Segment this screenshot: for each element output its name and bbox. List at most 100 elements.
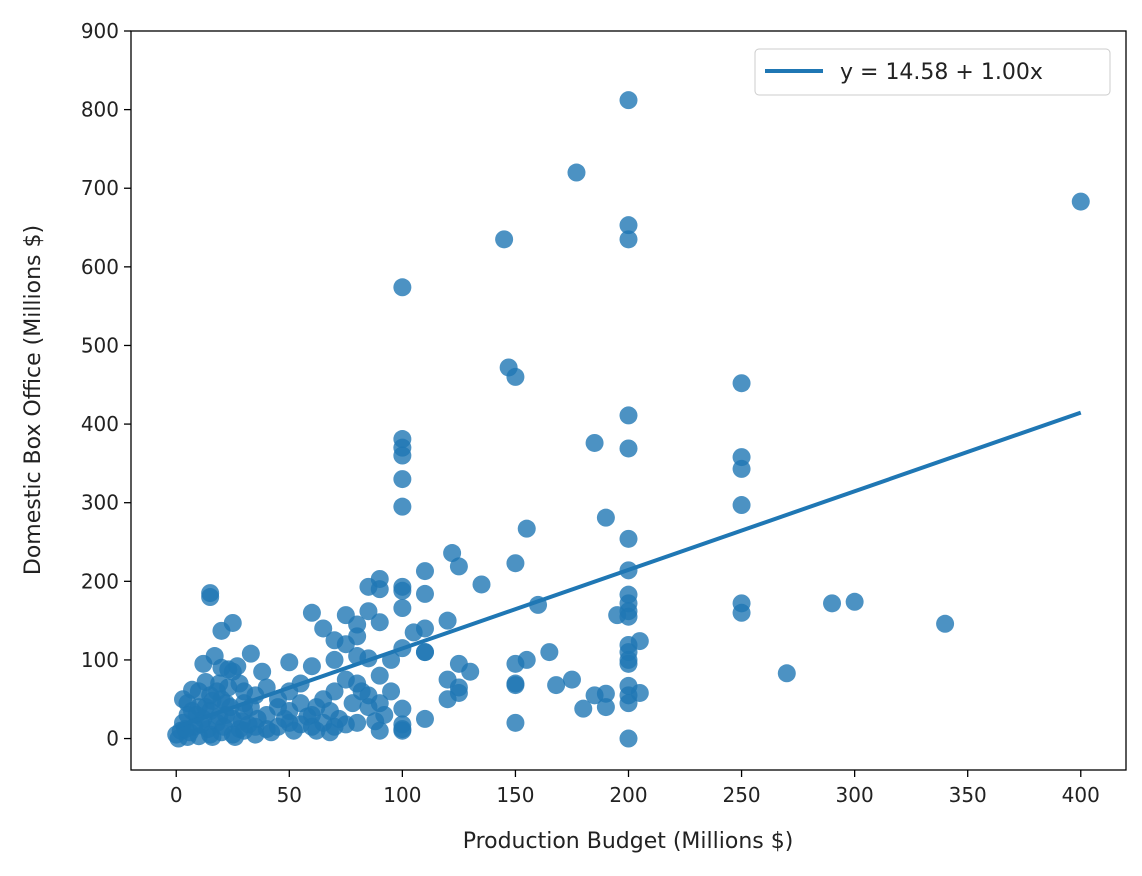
y-tick-label: 500 — [81, 333, 119, 357]
y-tick-label: 600 — [81, 255, 119, 279]
y-tick-label: 100 — [81, 648, 119, 672]
data-point — [596, 698, 615, 717]
y-tick-label: 800 — [81, 98, 119, 122]
y-tick-label: 300 — [81, 491, 119, 515]
data-point — [325, 650, 344, 669]
x-tick-label: 400 — [1062, 783, 1100, 807]
x-tick-label: 200 — [609, 783, 647, 807]
data-point — [547, 676, 566, 695]
data-point — [196, 672, 215, 691]
data-point — [585, 433, 604, 452]
data-point — [248, 709, 267, 728]
data-point — [461, 662, 480, 681]
x-axis-label: Production Budget (Millions $) — [463, 829, 794, 854]
data-point — [845, 592, 864, 611]
data-point — [330, 709, 349, 728]
data-point — [370, 580, 389, 599]
data-point — [404, 623, 423, 642]
y-tick-label: 200 — [81, 569, 119, 593]
data-point — [415, 709, 434, 728]
data-point — [348, 627, 367, 646]
data-point — [619, 91, 638, 110]
data-point — [506, 367, 525, 386]
data-point — [183, 702, 202, 721]
data-point — [284, 721, 303, 740]
y-tick-label: 400 — [81, 412, 119, 436]
data-point — [823, 594, 842, 613]
data-point — [1071, 192, 1090, 211]
data-point — [196, 698, 215, 717]
data-point — [219, 660, 238, 679]
data-point — [495, 230, 514, 249]
data-point — [370, 721, 389, 740]
data-point — [370, 613, 389, 632]
data-point — [280, 653, 299, 672]
data-point — [302, 657, 321, 676]
y-tick-label: 0 — [106, 727, 119, 751]
data-point — [393, 470, 412, 489]
data-point — [393, 699, 412, 718]
data-point — [393, 599, 412, 618]
data-point — [212, 621, 231, 640]
data-point — [443, 544, 462, 563]
data-point — [415, 562, 434, 581]
legend-box — [754, 48, 1111, 96]
data-point — [449, 557, 468, 576]
data-point — [352, 682, 371, 701]
data-point — [370, 666, 389, 685]
data-point — [596, 508, 615, 527]
data-point — [567, 163, 586, 182]
data-point — [732, 374, 751, 393]
x-tick-label: 350 — [949, 783, 987, 807]
data-point — [314, 619, 333, 638]
data-point — [619, 529, 638, 548]
x-tick-label: 150 — [496, 783, 534, 807]
data-point — [302, 603, 321, 622]
data-point — [393, 446, 412, 465]
data-point — [596, 684, 615, 703]
data-point — [246, 725, 265, 744]
data-point — [619, 406, 638, 425]
data-point — [325, 682, 344, 701]
data-point — [619, 439, 638, 458]
data-point — [393, 581, 412, 600]
data-point — [393, 497, 412, 516]
data-point — [517, 650, 536, 669]
data-point — [235, 682, 254, 701]
data-point — [777, 664, 796, 683]
legend: y = 14.58 + 1.00x — [754, 48, 1111, 96]
x-tick-label: 100 — [383, 783, 421, 807]
data-point — [415, 643, 434, 662]
data-point — [203, 727, 222, 746]
data-point — [506, 676, 525, 695]
x-tick-label: 50 — [277, 783, 302, 807]
data-point — [438, 690, 457, 709]
data-point — [307, 698, 326, 717]
data-point — [262, 723, 281, 742]
x-tick-label: 0 — [170, 783, 183, 807]
y-tick-label: 900 — [81, 19, 119, 43]
data-point — [619, 694, 638, 713]
data-point — [226, 727, 245, 746]
data-point — [359, 602, 378, 621]
data-point — [415, 584, 434, 603]
x-axis-ticks: 0 50 100 150 200 250 300 350 400 — [170, 770, 1100, 807]
data-point — [540, 643, 559, 662]
data-point — [619, 216, 638, 235]
data-point — [732, 496, 751, 515]
data-point — [257, 678, 276, 697]
data-point — [619, 729, 638, 748]
data-point — [393, 278, 412, 297]
y-axis-label: Domestic Box Office (Millions $) — [21, 225, 46, 575]
data-point — [210, 674, 229, 693]
data-point — [619, 230, 638, 249]
scatter-points — [167, 91, 1090, 748]
data-point — [619, 607, 638, 626]
data-point — [472, 575, 491, 594]
data-point — [241, 644, 260, 663]
data-point — [732, 459, 751, 478]
data-point — [506, 713, 525, 732]
y-tick-label: 700 — [81, 176, 119, 200]
data-point — [562, 670, 581, 689]
